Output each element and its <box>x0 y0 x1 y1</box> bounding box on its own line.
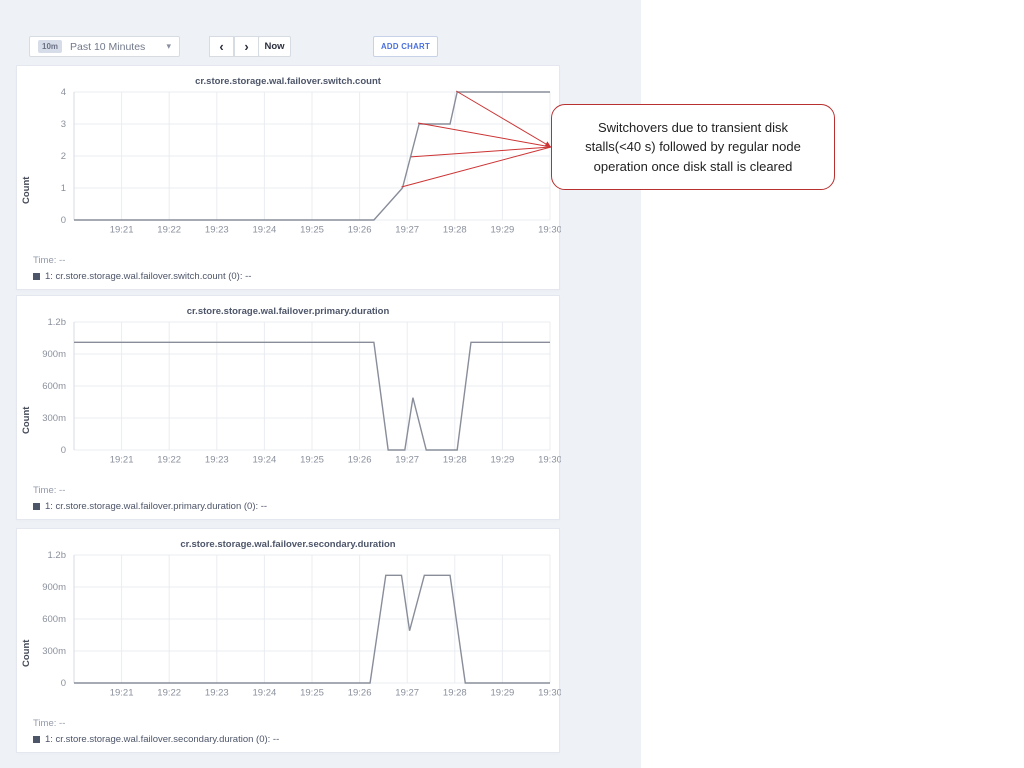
svg-text:19:21: 19:21 <box>110 225 134 236</box>
svg-text:19:30: 19:30 <box>538 225 561 236</box>
svg-text:600m: 600m <box>42 614 66 625</box>
svg-text:0: 0 <box>61 678 66 689</box>
svg-text:19:30: 19:30 <box>538 455 561 466</box>
svg-text:19:27: 19:27 <box>395 455 419 466</box>
svg-text:19:25: 19:25 <box>300 225 324 236</box>
svg-text:1: 1 <box>61 183 66 194</box>
svg-text:19:23: 19:23 <box>205 455 229 466</box>
svg-text:19:29: 19:29 <box>491 225 515 236</box>
svg-text:19:28: 19:28 <box>443 688 467 699</box>
svg-text:19:21: 19:21 <box>110 455 134 466</box>
svg-text:19:30: 19:30 <box>538 688 561 699</box>
svg-text:19:29: 19:29 <box>491 688 515 699</box>
svg-text:19:26: 19:26 <box>348 455 372 466</box>
svg-text:19:24: 19:24 <box>253 688 277 699</box>
svg-text:1.2b: 1.2b <box>48 550 67 561</box>
svg-text:19:23: 19:23 <box>205 225 229 236</box>
svg-text:19:24: 19:24 <box>253 225 277 236</box>
svg-text:19:25: 19:25 <box>300 688 324 699</box>
svg-text:19:25: 19:25 <box>300 455 324 466</box>
svg-text:19:26: 19:26 <box>348 225 372 236</box>
svg-text:4: 4 <box>61 87 66 98</box>
svg-text:900m: 900m <box>42 582 66 593</box>
svg-text:300m: 300m <box>42 646 66 657</box>
svg-text:0: 0 <box>61 215 66 226</box>
svg-text:19:29: 19:29 <box>491 455 515 466</box>
svg-text:19:23: 19:23 <box>205 688 229 699</box>
svg-text:19:21: 19:21 <box>110 688 134 699</box>
svg-text:19:22: 19:22 <box>157 455 181 466</box>
svg-text:19:26: 19:26 <box>348 688 372 699</box>
svg-text:3: 3 <box>61 119 66 130</box>
svg-text:19:22: 19:22 <box>157 225 181 236</box>
svg-text:0: 0 <box>61 445 66 456</box>
svg-text:600m: 600m <box>42 381 66 392</box>
svg-text:300m: 300m <box>42 413 66 424</box>
svg-text:19:27: 19:27 <box>395 225 419 236</box>
svg-text:2: 2 <box>61 151 66 162</box>
svg-text:19:22: 19:22 <box>157 688 181 699</box>
svg-text:19:27: 19:27 <box>395 688 419 699</box>
svg-text:900m: 900m <box>42 349 66 360</box>
svg-text:19:28: 19:28 <box>443 455 467 466</box>
svg-text:19:24: 19:24 <box>253 455 277 466</box>
svg-text:1.2b: 1.2b <box>48 317 67 328</box>
svg-text:19:28: 19:28 <box>443 225 467 236</box>
